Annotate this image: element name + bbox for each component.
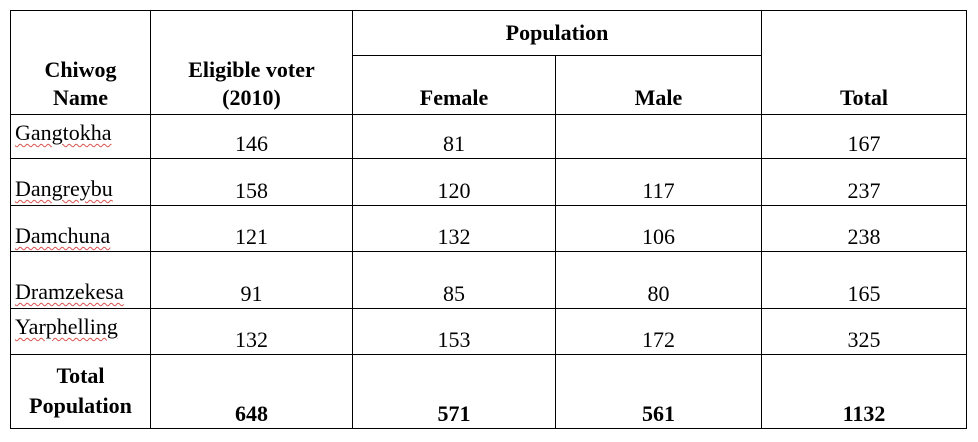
total-cell: 237 [761,158,967,206]
male-cell: 106 [555,205,762,252]
chiwog-name-cell: Dangreybu [10,158,151,206]
population-table-wrapper: Chiwog Name Eligible voter (2010) Popula… [10,10,967,429]
header-total: Total [761,10,967,115]
header-population: Population [352,10,762,56]
male-cell: 117 [555,158,762,206]
eligible-cell: 121 [150,205,353,252]
table-row: Dangreybu 158 120 117 237 [10,158,967,206]
female-cell: 153 [352,308,556,355]
header-female: Female [352,55,556,115]
male-cell: 172 [555,308,762,355]
total-cell: 167 [761,114,967,159]
chiwog-name-cell: Gangtokha [10,114,151,159]
totals-row: Total Population 648 571 561 1132 [10,354,967,429]
eligible-cell: 146 [150,114,353,159]
eligible-cell: 158 [150,158,353,206]
total-eligible-cell: 648 [150,354,353,429]
total-cell: 325 [761,308,967,355]
table-row: Dramzekesa 91 85 80 165 [10,251,967,309]
table-row: Gangtokha 146 81 167 [10,114,967,159]
total-cell: 238 [761,205,967,252]
grand-total-cell: 1132 [761,354,967,429]
male-cell [555,114,762,159]
chiwog-name-cell: Dramzekesa [10,251,151,309]
female-cell: 132 [352,205,556,252]
chiwog-name-cell: Damchuna [10,205,151,252]
male-cell: 80 [555,251,762,309]
eligible-cell: 132 [150,308,353,355]
total-male-cell: 561 [555,354,762,429]
table-row: Damchuna 121 132 106 238 [10,205,967,252]
female-cell: 120 [352,158,556,206]
header-chiwog-name: Chiwog Name [10,10,151,115]
total-population-label: Total Population [10,354,151,429]
chiwog-name-cell: Yarphelling [10,308,151,355]
eligible-cell: 91 [150,251,353,309]
population-table: Chiwog Name Eligible voter (2010) Popula… [10,10,967,429]
total-cell: 165 [761,251,967,309]
total-female-cell: 571 [352,354,556,429]
header-male: Male [555,55,762,115]
female-cell: 81 [352,114,556,159]
female-cell: 85 [352,251,556,309]
header-eligible-voter: Eligible voter (2010) [150,10,353,115]
table-row: Yarphelling 132 153 172 325 [10,308,967,355]
